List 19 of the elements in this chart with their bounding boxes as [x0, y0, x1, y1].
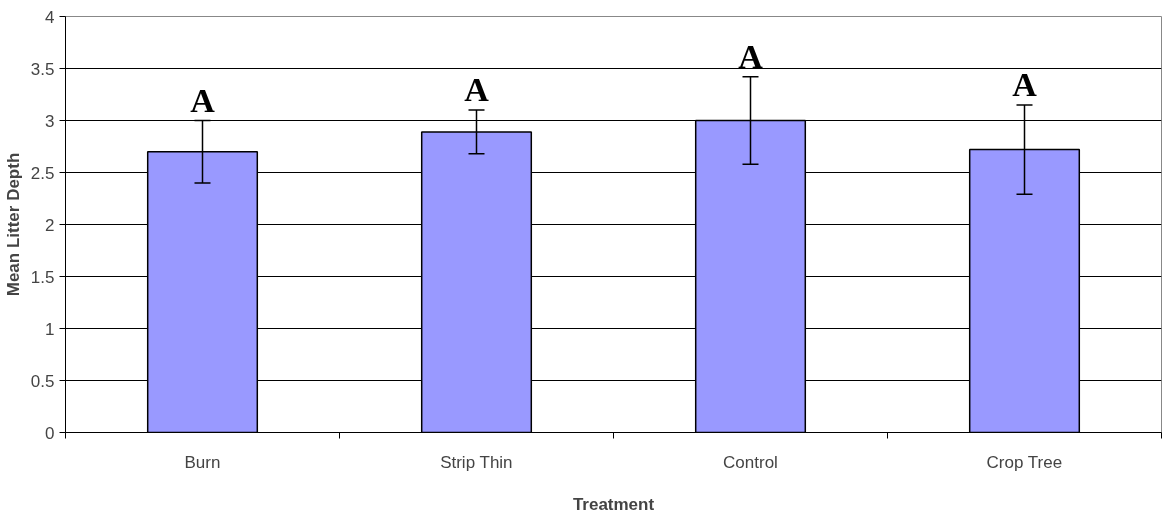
x-axis-title: Treatment — [572, 494, 655, 514]
x-tick-label: Burn — [184, 452, 221, 472]
x-tick-label: Crop Tree — [986, 452, 1063, 472]
y-tick-label: 2.5 — [30, 163, 55, 183]
y-tick-label: 4 — [45, 7, 55, 27]
y-tick-label: 3.5 — [30, 59, 55, 79]
y-tick-label: 2 — [45, 215, 55, 235]
y-tick-label: 1.5 — [30, 267, 55, 287]
y-tick-label: 0.5 — [30, 371, 55, 391]
y-tick-label: 0 — [45, 423, 55, 443]
annotation: A — [1012, 65, 1038, 103]
y-tick-label: 1 — [45, 319, 55, 339]
x-tick-label: Strip Thin — [440, 452, 513, 472]
y-tick-label: 3 — [45, 111, 55, 131]
annotation: A — [464, 71, 490, 109]
y-axis-title: Mean Litter Depth — [3, 152, 23, 297]
x-tick-label: Control — [723, 452, 778, 472]
annotation: A — [738, 37, 764, 75]
annotation: A — [190, 81, 216, 119]
